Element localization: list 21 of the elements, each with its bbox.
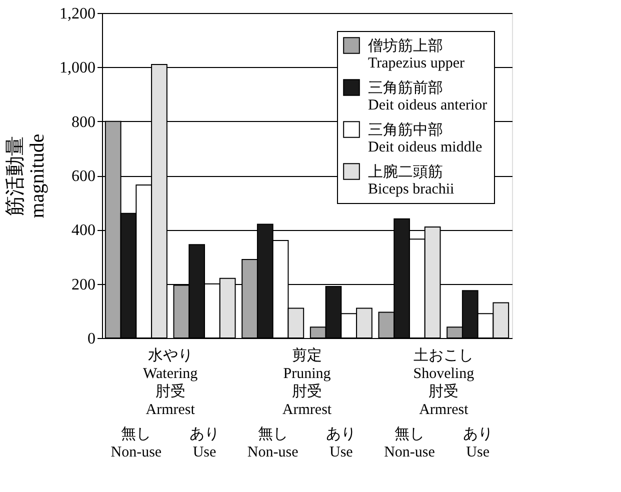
y-tick-label: 200	[72, 276, 96, 294]
x-tick-label: あり Use	[190, 426, 220, 460]
x-tick-label: 無し Non-use	[110, 426, 162, 460]
legend-label: 三角筋中部 Deit oideus middle	[368, 122, 482, 156]
legend-label: 僧坊筋上部 Trapezius upper	[368, 38, 465, 72]
x-tick-label: 無し Non-use	[384, 426, 436, 460]
legend-label: 三角筋前部 Deit oideus anterior	[368, 80, 488, 114]
x-tick-label: あり Use	[462, 426, 493, 460]
y-tick-label: 1,200	[60, 6, 96, 22]
y-axis-title: 筋活動量 magnitude	[4, 134, 48, 218]
legend-label: 上腕二頭筋 Biceps brachii	[368, 164, 454, 198]
y-tick-label: 0	[88, 330, 96, 348]
y-tick-label: 800	[72, 114, 96, 131]
x-tick-label: 無し Non-use	[247, 426, 299, 460]
y-tick-label: 1,000	[60, 60, 96, 77]
x-tick-label: あり Use	[326, 426, 356, 460]
y-tick-label: 400	[72, 222, 96, 240]
text: 土おこし Shoveling 肘受 Armrest	[413, 347, 475, 418]
y-tick-label: 600	[72, 168, 96, 185]
text: 剪定 Pruning 肘受 Armrest	[282, 347, 332, 418]
text: 水やり Watering 肘受 Armrest	[143, 347, 198, 418]
